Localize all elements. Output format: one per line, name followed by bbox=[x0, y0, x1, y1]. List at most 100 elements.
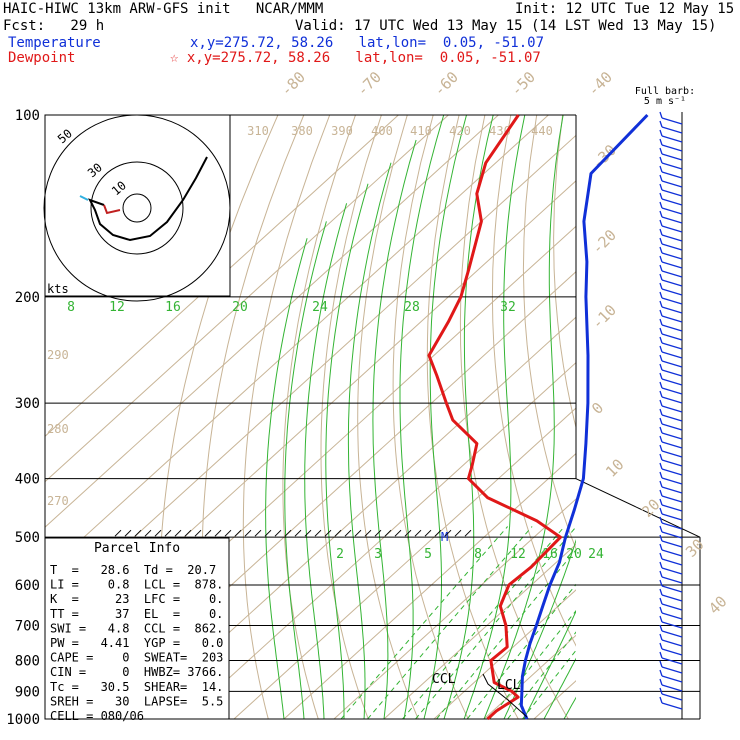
wind-barb bbox=[661, 189, 683, 197]
wind-barb-feather bbox=[659, 597, 663, 605]
wind-barb-feather bbox=[659, 192, 663, 200]
hodograph-trace-low bbox=[103, 204, 121, 215]
parcel-info-row: SREH = 30 LAPSE= 5.5 bbox=[50, 694, 223, 708]
wind-barb-feather bbox=[659, 237, 663, 245]
wind-barb bbox=[661, 153, 683, 161]
moist-adiabat-line bbox=[372, 139, 417, 719]
wind-barb bbox=[661, 684, 683, 692]
wind-barb-feather bbox=[659, 570, 663, 578]
mixing-ratio-line bbox=[402, 526, 565, 719]
wind-barb-feather bbox=[659, 678, 663, 686]
wind-barb bbox=[661, 576, 683, 584]
wind-barb-feather bbox=[659, 147, 663, 155]
mixing-ratio-label: 28 bbox=[404, 300, 420, 315]
hatch-mark bbox=[354, 529, 362, 537]
hodograph-unit-label: kts bbox=[47, 282, 69, 296]
isotherm-line bbox=[433, 589, 576, 719]
wind-barb bbox=[661, 405, 683, 413]
wind-barb bbox=[661, 117, 683, 125]
wind-barb bbox=[661, 468, 683, 476]
dewpoint-profile-line bbox=[427, 114, 562, 721]
moist-adiabat-line bbox=[563, 696, 576, 719]
mixing-ratio-label: 24 bbox=[312, 300, 328, 315]
isotherm-label: 10 bbox=[602, 455, 628, 481]
wind-barb bbox=[661, 549, 683, 557]
moist-adiabat-line bbox=[443, 115, 494, 719]
dry-adiabat-line bbox=[692, 115, 740, 719]
wind-barb bbox=[661, 144, 683, 152]
wind-barb-feather bbox=[659, 669, 663, 677]
mixing-ratio-label: 20 bbox=[566, 547, 582, 562]
dry-adiabat-line bbox=[718, 115, 740, 719]
wind-barb-feather bbox=[659, 390, 663, 398]
isotherm-line bbox=[45, 134, 576, 619]
wind-barb bbox=[661, 423, 683, 431]
wind-barb-feather bbox=[659, 453, 663, 461]
wind-barb-feather bbox=[659, 255, 663, 263]
isotherm-label: -60 bbox=[430, 68, 462, 100]
wind-barb bbox=[661, 324, 683, 332]
pressure-tick-label: 300 bbox=[15, 396, 40, 412]
theta-label: 270 bbox=[47, 494, 69, 508]
isotherm-line bbox=[283, 452, 576, 719]
isotherm-label: -80 bbox=[277, 68, 309, 100]
wind-barb bbox=[661, 261, 683, 269]
isotherm-label: 0 bbox=[588, 399, 607, 418]
hatch-mark bbox=[274, 529, 282, 537]
hatch-mark bbox=[334, 529, 342, 537]
wind-barb bbox=[661, 666, 683, 674]
wind-barb bbox=[661, 306, 683, 314]
hodograph-box bbox=[44, 114, 231, 297]
dewpoint-legend-label: Dewpoint bbox=[8, 50, 76, 66]
temperature-legend-location: x,y=275.72, 58.26 lat,lon= 0.05, -51.07 bbox=[190, 35, 545, 51]
dry-adiabat-line bbox=[426, 115, 519, 719]
hatch-mark bbox=[154, 529, 162, 537]
mixing-ratio-line bbox=[436, 549, 576, 719]
wind-barb-feather bbox=[659, 318, 663, 326]
wind-barb-feather bbox=[659, 498, 663, 506]
dewpoint-legend-location: ☆ x,y=275.72, 58.26 lat,lon= 0.05, -51.0… bbox=[170, 50, 541, 66]
wind-barb bbox=[661, 180, 683, 188]
wind-barb-feather bbox=[659, 561, 663, 569]
pressure-tick-label: 500 bbox=[15, 530, 40, 546]
wind-barb-feather bbox=[659, 165, 663, 173]
wind-barb bbox=[661, 594, 683, 602]
theta-label: 400 bbox=[371, 124, 393, 138]
wind-barb bbox=[661, 639, 683, 647]
wind-barb bbox=[661, 315, 683, 323]
hodograph-storm-motion bbox=[79, 195, 89, 201]
wind-barb bbox=[661, 675, 683, 683]
isotherm-line bbox=[233, 407, 576, 719]
wind-barb bbox=[661, 432, 683, 440]
moist-adiabat-line bbox=[423, 115, 467, 719]
mixing-ratio-label: 8 bbox=[474, 547, 482, 562]
wind-barb bbox=[661, 171, 683, 179]
wind-barb bbox=[661, 378, 683, 386]
wind-barb bbox=[661, 459, 683, 467]
moist-adiabat-line bbox=[284, 221, 327, 719]
isotherm-line bbox=[533, 680, 576, 719]
hatch-mark bbox=[434, 529, 442, 537]
wind-barb bbox=[661, 396, 683, 404]
moist-adiabat-line bbox=[304, 203, 348, 719]
dry-adiabat-line bbox=[392, 115, 469, 719]
mixing-ratio-label: 24 bbox=[588, 547, 604, 562]
temperature-legend-label: Temperature bbox=[8, 35, 101, 51]
wind-barb bbox=[661, 495, 683, 503]
pressure-tick-label: 400 bbox=[15, 472, 40, 488]
dry-adiabat-line bbox=[282, 115, 356, 719]
wind-barb-feather bbox=[659, 372, 663, 380]
hodograph-ring bbox=[122, 193, 152, 223]
wind-barb-feather bbox=[659, 309, 663, 317]
isotherm-label: 40 bbox=[705, 592, 731, 618]
mixing-ratio-line bbox=[367, 526, 533, 719]
wind-barb bbox=[661, 135, 683, 143]
wind-barb-feather bbox=[659, 489, 663, 497]
hatch-mark bbox=[194, 529, 202, 537]
wind-barb-feather bbox=[659, 642, 663, 650]
mix-level-annotation: M bbox=[441, 530, 448, 544]
hatch-mark bbox=[464, 529, 472, 537]
moist-adiabat-line bbox=[347, 162, 392, 719]
parcel-info-title: Parcel Info bbox=[94, 541, 180, 556]
isotherm-label: -50 bbox=[507, 68, 539, 100]
